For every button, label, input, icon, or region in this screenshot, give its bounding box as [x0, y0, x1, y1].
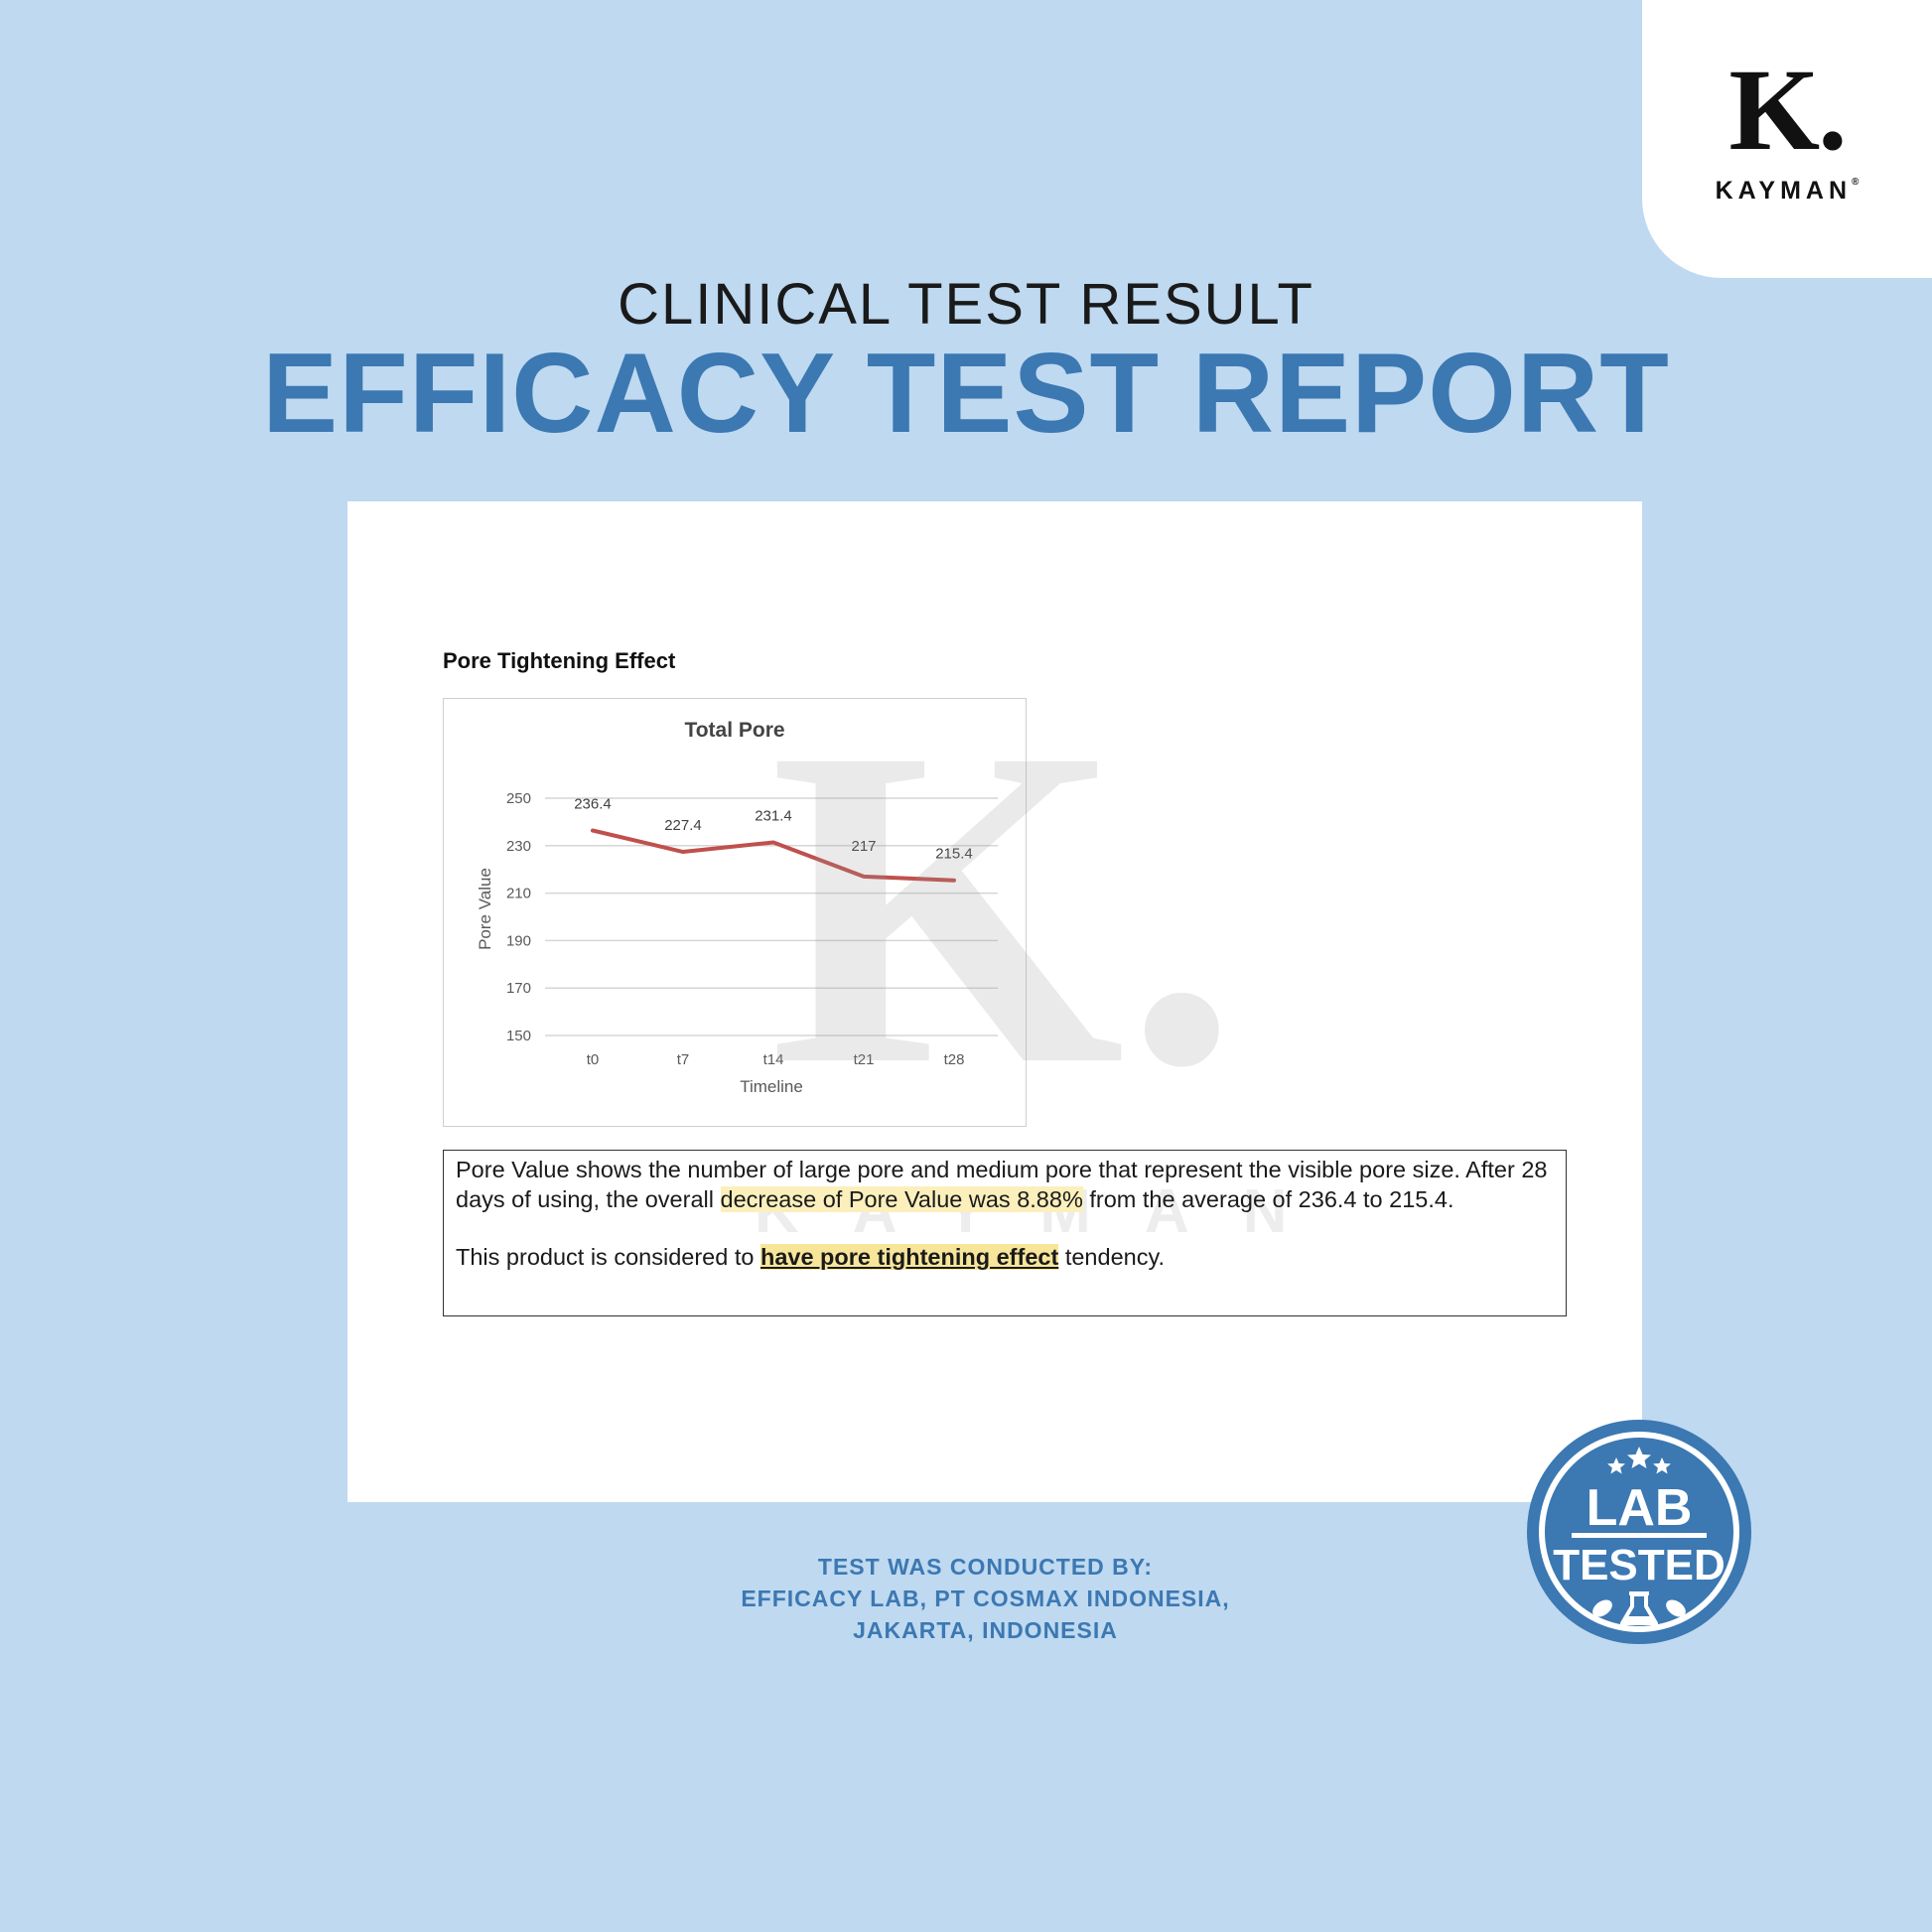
chart-canvas: Total Pore 150 170 190 210 230 250 Pore Value t0… [476, 719, 998, 1096]
chart-data-label: 231.4 [755, 807, 792, 824]
page-title: EFFICACY TEST REPORT [262, 331, 1670, 457]
report-note-text-1: Pore Value shows the number of large por… [456, 1157, 1548, 1212]
brand-name: KAYMAN [1715, 177, 1853, 205]
chart-x-tick-label: t28 [944, 1051, 965, 1068]
brand-logo-wordmark: KAYMAN® [1642, 177, 1932, 206]
report-note: Pore Value shows the number of large por… [456, 1155, 1554, 1214]
page-subtitle: CLINICAL TEST RESULT [618, 272, 1314, 337]
leaf-left-icon [1592, 1599, 1612, 1617]
chart-data-label: 215.4 [935, 846, 973, 863]
chart-y-tick-label: 250 [506, 790, 531, 807]
chart-y-tick-label: 190 [506, 932, 531, 949]
report-document: Pore Tightening Effect Total Pore 150 170 1… [347, 501, 1642, 1502]
lab-tested-badge: LAB TESTED [1527, 1420, 1751, 1644]
brand-logo-panel: K. KAYMAN® [1642, 0, 1932, 278]
badge-core [1545, 1438, 1733, 1626]
credit-line-3: JAKARTA, INDONESIA [853, 1617, 1118, 1643]
registered-mark: ® [1852, 177, 1860, 188]
chart-y-axis-label: Pore Value [476, 868, 494, 950]
report-conclusion: This product is considered to have pore … [456, 1242, 1554, 1272]
chart-data-label: 227.4 [664, 817, 702, 834]
report-conclusion-text-1: This product is considered to [456, 1244, 760, 1270]
report-note-box: Pore Value shows the number of large por… [443, 1150, 1567, 1316]
badge-stars-icon [1607, 1447, 1671, 1474]
badge-line-2: TESTED [1553, 1541, 1725, 1589]
flask-icon [1620, 1591, 1658, 1625]
chart-series-line [591, 828, 956, 883]
report-conclusion-text-2: tendency. [1058, 1244, 1165, 1270]
credit-line-1: TEST WAS CONDUCTED BY: [817, 1554, 1154, 1580]
chart-x-tick-label: t7 [677, 1051, 690, 1068]
report-note-text-2: from the average of 236.4 to 215.4. [1082, 1186, 1454, 1212]
chart-y-tick-label: 210 [506, 886, 531, 902]
chart-y-tick-label: 170 [506, 980, 531, 997]
chart-data-label: 236.4 [574, 796, 612, 813]
chart-y-tick-label: 230 [506, 838, 531, 855]
chart-x-tick-label: t0 [587, 1051, 600, 1068]
report-note-highlight: decrease of Pore Value was 8.88% [720, 1186, 1083, 1212]
chart-title: Total Pore [684, 719, 784, 742]
total-pore-chart: Total Pore 150 170 190 210 230 250 Pore Value t0… [443, 698, 1027, 1127]
credit-line-2: EFFICACY LAB, PT COSMAX INDONESIA, [741, 1586, 1230, 1611]
chart-x-tick-label: t14 [763, 1051, 784, 1068]
leaf-right-icon [1666, 1599, 1686, 1617]
test-credit: TEST WAS CONDUCTED BY: EFFICACY LAB, PT … [0, 1551, 1932, 1646]
report-section-title: Pore Tightening Effect [443, 648, 676, 673]
chart-y-tick-label: 150 [506, 1028, 531, 1044]
brand-logo-letter: K. [1728, 45, 1847, 175]
badge-divider [1572, 1533, 1707, 1538]
chart-data-label: 217 [851, 838, 876, 855]
badge-line-1: LAB [1587, 1479, 1693, 1537]
chart-x-axis-label: Timeline [740, 1077, 803, 1096]
chart-x-tick-label: t21 [854, 1051, 875, 1068]
report-conclusion-highlight: have pore tightening effect [759, 1244, 1059, 1270]
